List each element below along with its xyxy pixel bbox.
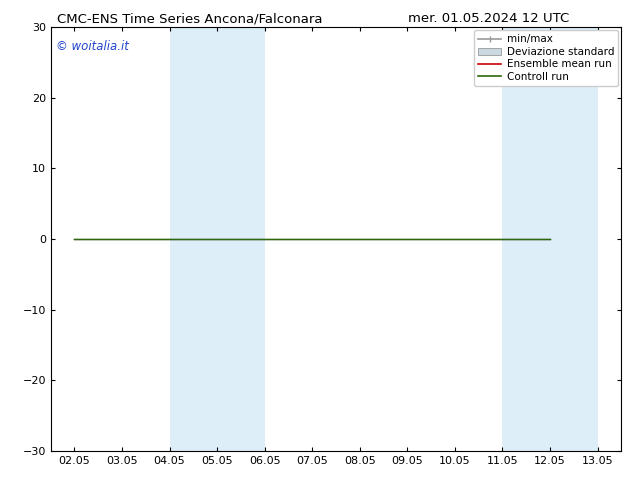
- Text: mer. 01.05.2024 12 UTC: mer. 01.05.2024 12 UTC: [408, 12, 569, 25]
- Legend: min/max, Deviazione standard, Ensemble mean run, Controll run: min/max, Deviazione standard, Ensemble m…: [474, 30, 618, 86]
- Text: CMC-ENS Time Series Ancona/Falconara: CMC-ENS Time Series Ancona/Falconara: [58, 12, 323, 25]
- Bar: [169, 27, 217, 451]
- Bar: [550, 27, 597, 451]
- Bar: [502, 27, 550, 451]
- Text: © woitalia.it: © woitalia.it: [56, 40, 129, 52]
- Bar: [217, 27, 265, 451]
